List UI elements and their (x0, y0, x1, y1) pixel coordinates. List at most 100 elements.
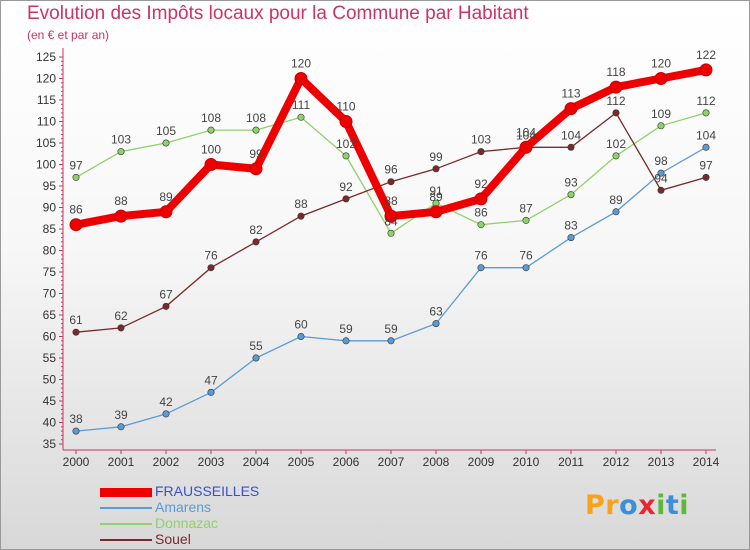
x-tick-label: 2004 (243, 455, 270, 469)
x-tick-label: 2007 (378, 455, 405, 469)
x-tick-label: 2006 (333, 455, 360, 469)
y-tick-label: 120 (36, 72, 56, 86)
x-tick-label: 2012 (603, 455, 630, 469)
data-label-donnazac: 112 (696, 94, 715, 108)
y-tick-label: 40 (43, 416, 57, 430)
x-tick-label: 2013 (648, 455, 675, 469)
data-point-amarens (567, 234, 575, 242)
x-tick-label: 2002 (153, 455, 180, 469)
data-point-donnazac (297, 113, 305, 121)
y-tick-label: 95 (43, 179, 57, 193)
data-point-donnazac (162, 139, 170, 147)
logo-letter: x (638, 490, 657, 521)
data-label-donnazac: 108 (246, 111, 266, 125)
data-point-souel (432, 165, 440, 173)
y-tick-label: 35 (43, 437, 57, 451)
logo-letter: t (665, 490, 680, 521)
x-tick-label: 2001 (108, 455, 135, 469)
y-tick-label: 75 (43, 265, 57, 279)
data-label-souel: 67 (159, 287, 173, 301)
data-label-amarens: 59 (339, 322, 353, 336)
data-point-amarens (612, 208, 620, 216)
x-tick-label: 2000 (63, 455, 90, 469)
data-point-donnazac (612, 152, 620, 160)
data-point-frausseilles (654, 72, 668, 85)
legend-swatch (100, 523, 152, 525)
data-label-donnazac: 111 (292, 98, 311, 112)
data-point-frausseilles (699, 63, 713, 77)
data-point-amarens (207, 388, 215, 396)
data-point-souel (342, 195, 350, 203)
data-point-frausseilles (249, 162, 263, 176)
data-label-souel: 99 (429, 150, 443, 164)
data-label-amarens: 42 (159, 395, 173, 409)
data-point-souel (252, 238, 260, 246)
logo-letter: r (605, 490, 620, 521)
x-tick-label: 2005 (288, 455, 315, 469)
data-label-donnazac: 86 (474, 206, 488, 220)
data-label-amarens: 89 (609, 193, 623, 207)
y-tick-label: 105 (36, 136, 56, 150)
data-label-frausseilles: 104 (516, 125, 536, 139)
data-label-amarens: 60 (294, 318, 308, 332)
data-label-frausseilles: 120 (651, 57, 671, 71)
chart-subtitle: (en € et par an) (27, 28, 110, 42)
data-point-donnazac (702, 109, 710, 117)
data-point-amarens (297, 332, 305, 340)
data-label-donnazac: 87 (519, 201, 533, 215)
y-tick-label: 65 (43, 308, 57, 322)
data-point-frausseilles (429, 205, 443, 219)
data-point-souel (162, 302, 170, 310)
data-label-frausseilles: 92 (474, 177, 488, 191)
y-tick-label: 50 (43, 373, 57, 387)
data-point-amarens (432, 320, 440, 328)
data-label-donnazac: 93 (564, 176, 578, 190)
data-label-donnazac: 108 (201, 111, 221, 125)
x-tick-label: 2009 (468, 455, 495, 469)
y-tick-label: 70 (43, 287, 57, 301)
data-point-souel (117, 324, 125, 332)
logo-letter: i (656, 490, 666, 521)
y-tick-label: 45 (43, 394, 57, 408)
data-label-souel: 76 (204, 249, 218, 263)
data-label-souel: 104 (561, 128, 581, 142)
data-label-frausseilles: 89 (159, 190, 173, 204)
logo-letter: P (585, 490, 606, 521)
data-label-frausseilles: 110 (336, 100, 355, 114)
data-point-frausseilles (114, 209, 128, 223)
data-point-frausseilles (609, 80, 623, 94)
data-point-souel (702, 173, 710, 181)
x-tick-label: 2011 (558, 455, 584, 469)
data-point-donnazac (522, 216, 530, 224)
y-tick-label: 90 (43, 201, 57, 215)
data-point-donnazac (387, 229, 395, 237)
data-point-donnazac (117, 148, 125, 156)
logo-letter: i (679, 490, 690, 521)
axes: 35 40 45 50 55 60 65 70 75 80 85 90 95 100 105 110 115 12… (36, 48, 720, 469)
data-label-souel: 112 (606, 94, 625, 108)
data-point-frausseilles (519, 140, 533, 154)
y-tick-label: 80 (43, 244, 57, 258)
data-label-souel: 104 (516, 128, 536, 142)
data-point-souel (567, 143, 575, 151)
data-label-souel: 62 (114, 309, 128, 323)
data-point-donnazac (252, 126, 260, 134)
data-point-souel (297, 212, 305, 220)
y-tick-label: 85 (43, 222, 57, 236)
data-point-amarens (387, 337, 395, 345)
data-labels-layer: 86 88 89 100 99 120 110 88 89 92 104 113 118 120 122 38… (69, 48, 716, 426)
y-tick-label: 55 (43, 351, 57, 365)
data-point-frausseilles (339, 115, 353, 128)
data-label-amarens: 38 (69, 412, 83, 426)
data-label-frausseilles: 122 (696, 48, 716, 62)
data-point-donnazac (477, 221, 485, 229)
series-layer (69, 63, 713, 435)
data-label-donnazac: 105 (156, 124, 176, 138)
data-label-frausseilles: 113 (561, 87, 580, 101)
x-tick-label: 2008 (423, 455, 450, 469)
data-label-souel: 96 (384, 163, 398, 177)
data-point-donnazac (657, 122, 665, 130)
x-tick-label: 2014 (693, 455, 720, 469)
data-point-souel (387, 178, 395, 186)
